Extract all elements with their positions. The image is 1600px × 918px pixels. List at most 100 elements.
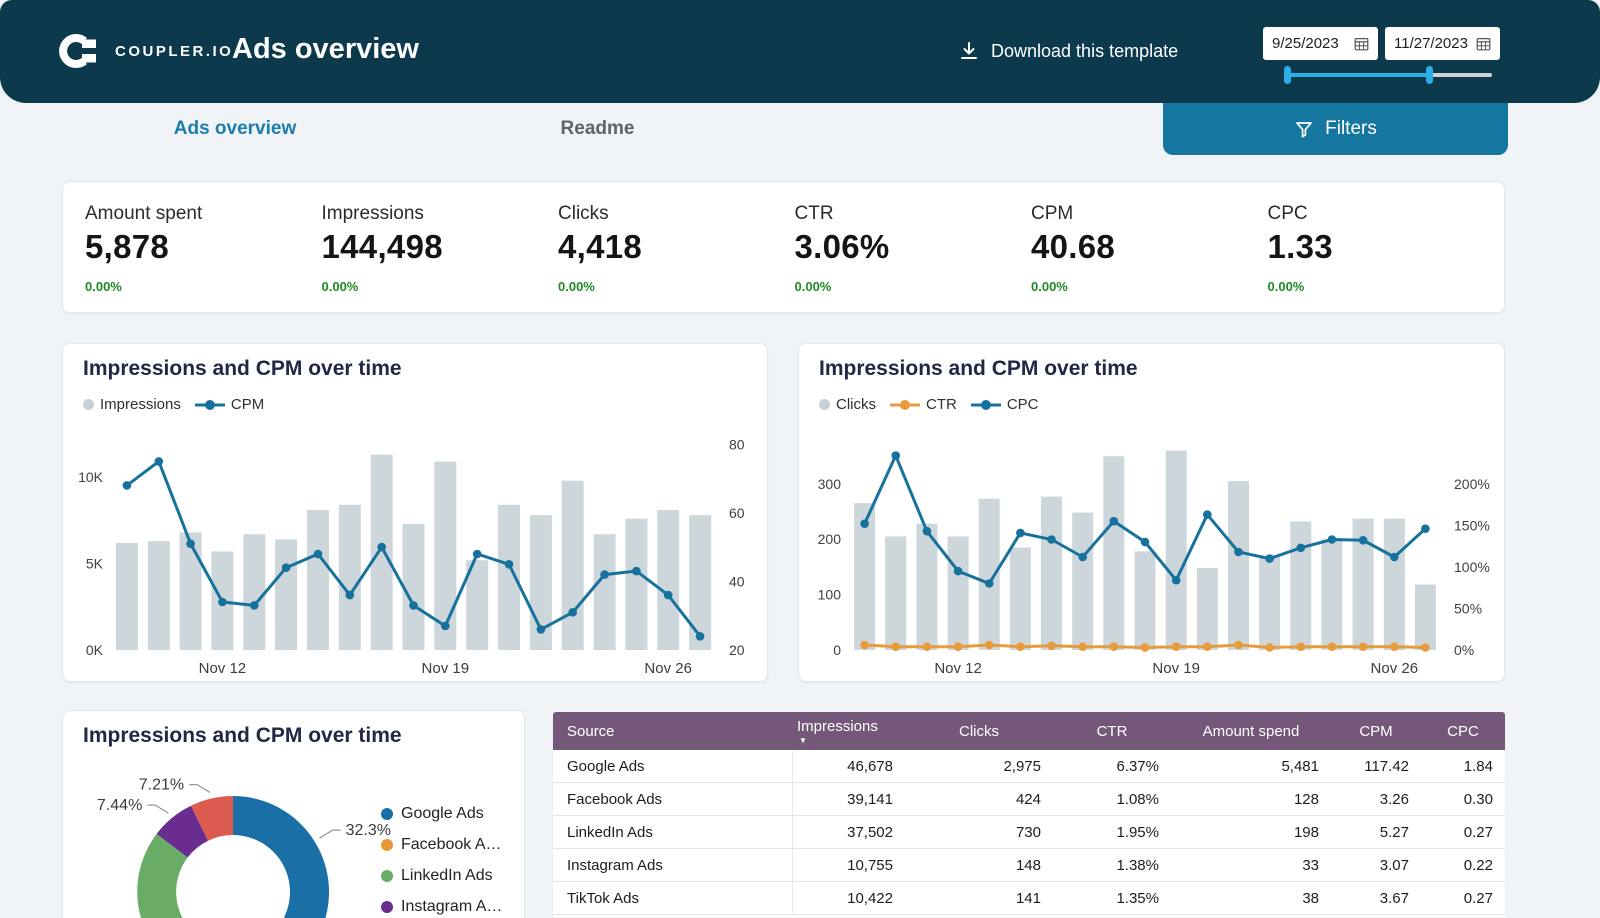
point-cpc[interactable]: [984, 579, 994, 588]
legend-item-clicks[interactable]: Clicks: [819, 396, 876, 413]
bar-nov-24[interactable]: [593, 534, 616, 650]
bar-nov-27[interactable]: [689, 515, 712, 650]
point-cpm[interactable]: [536, 625, 546, 634]
point-ctr[interactable]: [1296, 642, 1306, 651]
bar-nov-18[interactable]: [402, 523, 425, 650]
bar-nov-15[interactable]: [307, 510, 329, 650]
point-cpc[interactable]: [1109, 516, 1119, 526]
point-cpm[interactable]: [600, 570, 609, 579]
legend-item-impressions[interactable]: Impressions: [83, 396, 181, 413]
column-header-impressions[interactable]: Impressions ▼: [793, 712, 905, 750]
column-header-clicks[interactable]: Clicks: [905, 712, 1053, 750]
download-template-button[interactable]: Download this template: [958, 40, 1178, 62]
table-row-instagram-ads[interactable]: Instagram Ads 10,755 148 1.38% 33 3.07 0.22: [553, 849, 1505, 882]
table-row-tiktok-ads[interactable]: TikTok Ads 10,422 141 1.35% 38 3.67 0.27: [553, 882, 1505, 915]
bar-nov-11[interactable]: [179, 532, 202, 651]
point-cpm[interactable]: [122, 481, 132, 490]
bar-nov-13[interactable]: [243, 534, 266, 650]
point-ctr[interactable]: [1140, 643, 1150, 652]
point-cpm[interactable]: [313, 549, 323, 559]
point-ctr[interactable]: [1358, 642, 1368, 651]
point-cpm[interactable]: [663, 590, 673, 600]
point-cpc[interactable]: [891, 451, 900, 460]
point-ctr[interactable]: [891, 642, 900, 651]
point-ctr[interactable]: [1421, 643, 1430, 652]
bar-nov-23[interactable]: [561, 480, 584, 650]
bar-nov-21[interactable]: [498, 504, 520, 650]
bar-nov-25[interactable]: [625, 518, 648, 650]
point-ctr[interactable]: [922, 642, 932, 651]
point-cpc[interactable]: [1265, 554, 1274, 563]
bar-nov-27[interactable]: [1414, 584, 1436, 650]
bar-nov-20[interactable]: [466, 560, 489, 650]
bar-nov-17[interactable]: [370, 454, 393, 650]
legend-item-cpm[interactable]: CPM: [194, 396, 264, 413]
bar-nov-25[interactable]: [1352, 518, 1374, 650]
point-cpc[interactable]: [1047, 535, 1056, 544]
point-cpc[interactable]: [922, 526, 932, 536]
point-cpm[interactable]: [695, 632, 705, 641]
date-range-slider-handle-right[interactable]: [1426, 66, 1433, 84]
date-range-slider[interactable]: [1284, 66, 1492, 84]
point-cpc[interactable]: [1296, 543, 1306, 553]
legend-item-cpc[interactable]: CPC: [970, 396, 1039, 413]
bar-nov-16[interactable]: [1072, 512, 1094, 650]
point-ctr[interactable]: [1234, 640, 1243, 650]
point-cpm[interactable]: [281, 563, 291, 572]
point-cpm[interactable]: [568, 608, 577, 617]
point-cpc[interactable]: [1140, 537, 1150, 547]
bar-nov-12[interactable]: [947, 536, 969, 651]
donut-slice-google-ads[interactable]: [233, 796, 329, 918]
bar-nov-13[interactable]: [978, 498, 1000, 650]
point-ctr[interactable]: [860, 640, 869, 650]
point-cpc[interactable]: [1327, 535, 1337, 544]
point-cpc[interactable]: [1078, 552, 1087, 562]
point-ctr[interactable]: [1390, 642, 1399, 651]
point-ctr[interactable]: [1327, 642, 1337, 651]
bar-nov-26[interactable]: [1383, 518, 1405, 650]
point-cpc[interactable]: [1358, 536, 1368, 545]
bar-nov-17[interactable]: [1103, 456, 1125, 650]
bar-nov-23[interactable]: [1290, 521, 1312, 651]
date-to-input[interactable]: 11/27/2023: [1385, 27, 1500, 60]
bar-nov-26[interactable]: [657, 510, 680, 650]
donut-legend-item-linkedin-ads[interactable]: LinkedIn Ads: [381, 865, 502, 886]
point-cpm[interactable]: [472, 549, 482, 559]
point-ctr[interactable]: [1016, 642, 1025, 651]
bar-nov-9[interactable]: [854, 503, 876, 650]
table-row-google-ads[interactable]: Google Ads 46,678 2,975 6.37% 5,481 117.42 1.8…: [553, 750, 1505, 783]
column-header-amount-spend[interactable]: Amount spend: [1171, 712, 1331, 750]
point-ctr[interactable]: [1265, 643, 1274, 652]
bar-nov-19[interactable]: [434, 461, 457, 650]
donut-legend-item-facebook-ads[interactable]: Facebook A…: [381, 834, 502, 855]
point-cpc[interactable]: [860, 519, 869, 528]
point-cpm[interactable]: [377, 542, 387, 552]
bar-nov-21[interactable]: [1228, 481, 1249, 650]
point-ctr[interactable]: [1047, 641, 1056, 651]
column-header-ctr[interactable]: CTR: [1053, 712, 1171, 750]
point-cpm[interactable]: [218, 597, 227, 607]
point-cpm[interactable]: [409, 601, 418, 610]
point-ctr[interactable]: [1109, 642, 1119, 651]
bar-nov-22[interactable]: [1259, 555, 1281, 650]
donut-slice-tiktok-ads[interactable]: [191, 796, 233, 841]
tab-readme[interactable]: Readme: [560, 118, 635, 139]
bar-nov-14[interactable]: [1009, 547, 1031, 651]
point-cpc[interactable]: [1390, 552, 1399, 562]
bar-nov-18[interactable]: [1134, 551, 1156, 650]
column-header-cpm[interactable]: CPM: [1331, 712, 1421, 750]
table-row-linkedin-ads[interactable]: LinkedIn Ads 37,502 730 1.95% 198 5.27 0.27: [553, 816, 1505, 849]
bar-nov-10[interactable]: [147, 541, 170, 650]
bar-nov-16[interactable]: [338, 504, 361, 650]
bar-nov-15[interactable]: [1041, 496, 1062, 650]
point-cpc[interactable]: [1203, 510, 1212, 519]
donut-legend-item-google-ads[interactable]: Google Ads: [381, 803, 502, 824]
point-cpc[interactable]: [1421, 524, 1430, 533]
date-range-slider-handle-left[interactable]: [1284, 66, 1291, 84]
point-cpm[interactable]: [441, 621, 450, 631]
point-ctr[interactable]: [1171, 642, 1181, 651]
point-ctr[interactable]: [1078, 642, 1087, 651]
filters-button[interactable]: Filters: [1163, 103, 1508, 155]
point-cpm[interactable]: [504, 560, 514, 569]
donut-legend-item-instagram-ads[interactable]: Instagram A…: [381, 896, 502, 917]
